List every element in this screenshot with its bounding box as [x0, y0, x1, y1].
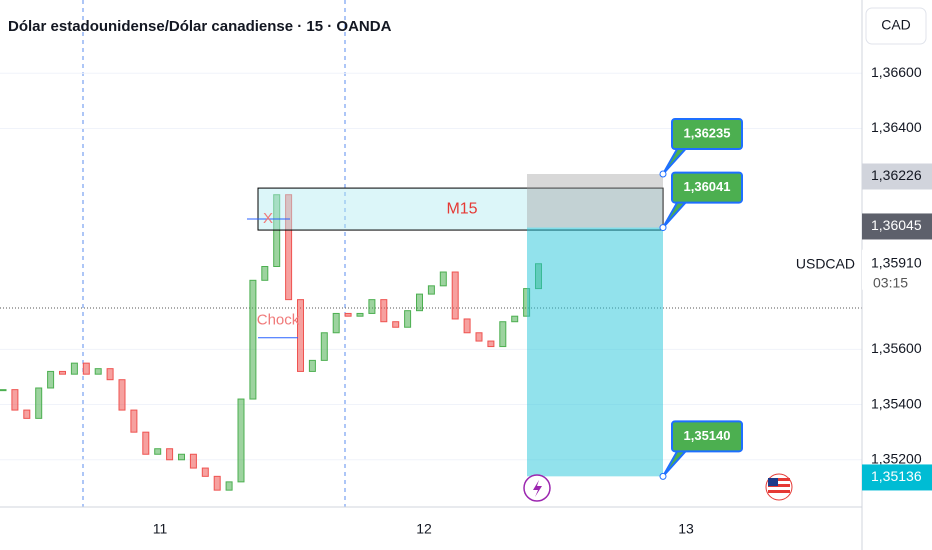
callout-label: 1,36235 — [684, 125, 731, 140]
handle — [659, 170, 667, 178]
candle — [59, 370, 66, 375]
candle — [225, 481, 233, 491]
candle — [439, 271, 447, 287]
annotation-label: Chock — [257, 312, 300, 329]
candle — [142, 431, 150, 455]
target-area — [527, 227, 663, 477]
chart-title: Dólar estadounidense/Dólar canadiense · … — [8, 18, 392, 35]
candle — [94, 368, 102, 375]
candle — [273, 194, 281, 267]
y-tick-label: 1,35400 — [871, 395, 922, 411]
y-tick-label: 1,35200 — [871, 450, 922, 466]
candle — [463, 318, 471, 334]
candle — [285, 194, 293, 301]
last-price-tag — [862, 249, 932, 290]
candle — [320, 332, 328, 361]
candle — [332, 312, 340, 334]
candle — [23, 409, 31, 419]
last-price-label: 1,35910 — [871, 254, 922, 270]
candle — [344, 312, 352, 317]
annotation-label: X — [263, 210, 273, 227]
candle — [297, 299, 304, 372]
y-tick-label: 1,36400 — [871, 119, 922, 135]
candle — [35, 387, 43, 419]
candle — [380, 299, 388, 323]
symbol-label: USDCAD — [796, 255, 855, 271]
candle — [213, 475, 221, 491]
y-tick-label: 1,35600 — [871, 340, 922, 356]
callout-label: 1,36041 — [684, 179, 731, 194]
handle — [659, 472, 667, 480]
zone — [257, 187, 664, 231]
candle — [47, 370, 55, 389]
candle — [487, 340, 495, 348]
price-tag-label: 1,35136 — [871, 468, 922, 484]
candle — [451, 271, 459, 320]
candle — [82, 362, 90, 375]
stop-area — [527, 174, 663, 228]
candle — [368, 299, 376, 314]
callout — [671, 420, 743, 453]
y-tick-label: 1,36600 — [871, 64, 922, 80]
flag — [768, 478, 790, 493]
x-tick-label: 11 — [153, 521, 168, 537]
candle — [178, 453, 185, 461]
candle — [154, 448, 162, 455]
candle — [70, 362, 78, 375]
candle — [261, 266, 269, 281]
lightning — [533, 480, 542, 497]
candle — [404, 310, 412, 328]
candle — [0, 389, 7, 392]
currency-button[interactable] — [865, 7, 927, 45]
candle — [201, 467, 209, 477]
candle — [308, 359, 316, 372]
x-tick-label: 12 — [416, 521, 432, 537]
handle — [659, 224, 667, 232]
price-tag — [862, 213, 932, 240]
candle — [427, 285, 435, 295]
callout — [671, 171, 743, 204]
candle — [249, 279, 257, 400]
callout — [671, 118, 743, 151]
candle — [106, 368, 114, 381]
candle — [166, 448, 174, 461]
candle — [416, 293, 423, 312]
candle — [511, 315, 519, 323]
candle — [499, 321, 507, 348]
price-tag — [862, 464, 932, 491]
candle — [118, 379, 126, 411]
candle — [475, 332, 483, 342]
candle — [189, 453, 197, 469]
zone-label: M15 — [446, 200, 477, 217]
countdown: 03:15 — [873, 274, 908, 290]
price-tag — [862, 163, 932, 190]
currency-label[interactable]: CAD — [881, 17, 911, 33]
candle — [11, 389, 19, 411]
price-tag-label: 1,36045 — [871, 217, 922, 233]
candle — [237, 398, 245, 483]
candle — [130, 409, 138, 433]
x-tick-label: 13 — [678, 521, 694, 537]
callout-label: 1,35140 — [684, 428, 731, 443]
candle — [356, 312, 364, 317]
candle — [392, 321, 400, 328]
price-tag-label: 1,36226 — [871, 167, 922, 183]
